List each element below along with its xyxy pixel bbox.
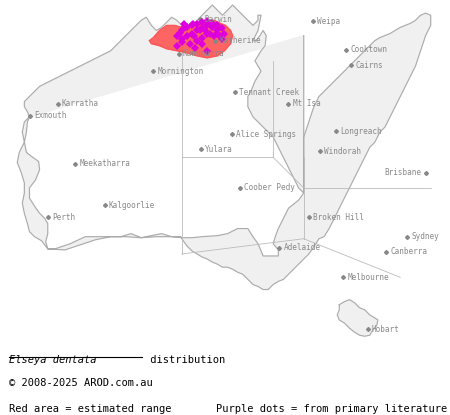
Text: Meekatharra: Meekatharra [79, 159, 130, 168]
Text: Windorah: Windorah [324, 147, 361, 156]
Polygon shape [24, 5, 304, 193]
Text: Alice Springs: Alice Springs [236, 129, 296, 139]
Text: Red area = estimated range: Red area = estimated range [9, 404, 171, 414]
Text: Kalgoorlie: Kalgoorlie [109, 201, 155, 210]
Text: Cairns: Cairns [356, 61, 383, 70]
Polygon shape [17, 13, 431, 290]
Point [6, 355, 12, 360]
Text: © 2008-2025 AROD.com.au: © 2008-2025 AROD.com.au [9, 378, 153, 388]
Text: distribution: distribution [144, 355, 225, 365]
Text: Sydney: Sydney [411, 232, 439, 241]
Text: Mornington: Mornington [158, 66, 204, 76]
Text: Melbourne: Melbourne [347, 273, 389, 282]
Text: Cooktown: Cooktown [351, 45, 387, 54]
Text: Katherine: Katherine [220, 36, 261, 45]
Text: Longreach: Longreach [340, 127, 382, 136]
Text: Broken Hill: Broken Hill [313, 213, 364, 222]
Text: Exmouth: Exmouth [35, 111, 67, 120]
Text: Elseya dentata: Elseya dentata [9, 355, 96, 365]
Text: Weipa: Weipa [317, 17, 340, 26]
Text: Perth: Perth [52, 213, 75, 222]
Text: Canberra: Canberra [390, 247, 427, 256]
Point [139, 355, 144, 360]
Text: Purple dots = from primary literature: Purple dots = from primary literature [216, 404, 447, 414]
Text: Kununurra: Kununurra [183, 49, 225, 59]
Text: Adelaide: Adelaide [284, 243, 320, 252]
Polygon shape [337, 300, 378, 336]
Text: Hobart: Hobart [372, 325, 400, 334]
Text: Yulara: Yulara [205, 145, 233, 154]
Text: Karratha: Karratha [62, 99, 99, 108]
Text: Brisbane: Brisbane [385, 168, 422, 177]
Text: Tennant Creek: Tennant Creek [238, 88, 299, 97]
Text: Darwin: Darwin [204, 15, 232, 24]
Text: Mt Isa: Mt Isa [292, 99, 320, 108]
Text: Coober Pedy: Coober Pedy [244, 183, 295, 193]
Polygon shape [149, 20, 233, 58]
